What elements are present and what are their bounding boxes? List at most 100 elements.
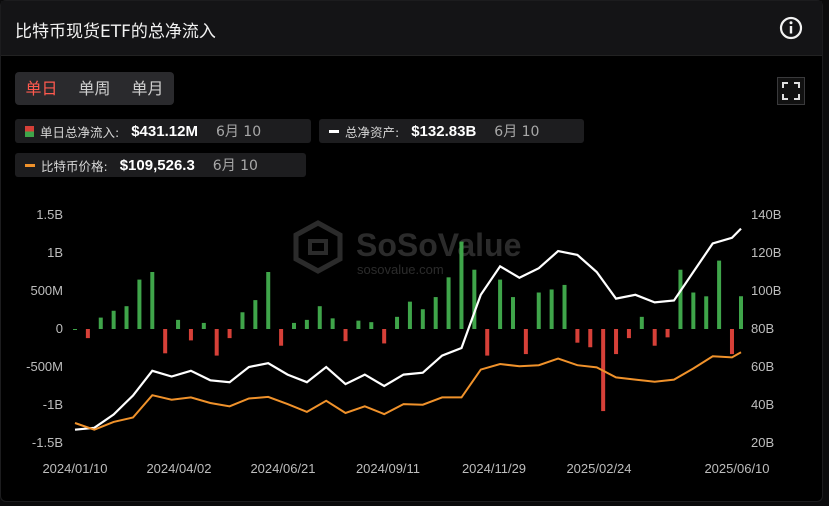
inflow-bar[interactable] — [562, 284, 567, 329]
inflow-bar[interactable] — [137, 279, 142, 329]
inflow-bar[interactable] — [717, 260, 722, 329]
assets-line[interactable] — [74, 227, 742, 431]
inflow-bar[interactable] — [639, 316, 644, 329]
y-right-tick: 140B — [751, 207, 781, 222]
inflow-bar[interactable] — [433, 297, 438, 329]
y-left-tick: 500M — [30, 283, 63, 298]
inflow-bar[interactable] — [188, 329, 193, 341]
legend-inflow-date: 6月 10 — [215, 124, 262, 140]
inflow-bar[interactable] — [214, 329, 219, 356]
info-icon[interactable] — [779, 16, 803, 40]
y-left-tick: 1B — [47, 245, 63, 260]
inflow-bar[interactable] — [240, 312, 245, 329]
inflow-bar[interactable] — [485, 329, 490, 356]
assets-swatch-icon — [329, 129, 339, 133]
legend-assets: 总净资产: $132.83B 6月 10 — [319, 119, 584, 143]
legend-inflow-label: 单日总净流入: — [40, 124, 120, 140]
inflow-bar[interactable] — [201, 322, 206, 329]
y-right-tick: 40B — [751, 397, 774, 412]
legend-inflow: 单日总净流入: $431.12M 6月 10 — [15, 119, 311, 143]
inflow-bar[interactable] — [124, 306, 129, 329]
y-left-tick: 0 — [56, 321, 63, 336]
x-tick: 2025/06/10 — [704, 461, 769, 476]
inflow-bar[interactable] — [739, 296, 743, 329]
y-left-tick: 1.5B — [36, 207, 63, 222]
inflow-bar[interactable] — [665, 329, 670, 338]
inflow-bar[interactable] — [176, 319, 181, 329]
inflow-bar[interactable] — [652, 329, 657, 346]
etf-chart[interactable]: SoSoValue sosovalue.com 1.5B 1B 500M 0 -500M… — [1, 191, 822, 491]
y-right-tick: 100B — [751, 283, 781, 298]
inflow-bar[interactable] — [459, 241, 464, 329]
inflow-bar[interactable] — [626, 329, 631, 339]
inflow-bar[interactable] — [510, 297, 515, 329]
legend-price-date: 6月 10 — [212, 158, 258, 174]
inflow-bar[interactable] — [691, 292, 696, 329]
inflow-bar[interactable] — [407, 301, 412, 329]
inflow-bar[interactable] — [536, 292, 541, 329]
inflow-bar[interactable] — [549, 289, 554, 329]
inflow-bar[interactable] — [317, 306, 322, 329]
legend-assets-label: 总净资产: — [345, 124, 400, 140]
legend-inflow-value: $431.12M — [131, 122, 198, 140]
inflow-bar[interactable] — [614, 329, 619, 355]
inflow-bar[interactable] — [85, 329, 90, 339]
price-swatch-icon — [25, 163, 35, 167]
inflow-bar[interactable] — [163, 329, 168, 354]
y-right-tick: 120B — [751, 245, 781, 260]
x-tick: 2024/01/10 — [42, 461, 107, 476]
inflow-bar[interactable] — [588, 329, 593, 348]
period-tabs: 单日 单周 单月 — [15, 72, 174, 105]
inflow-bar[interactable] — [446, 277, 451, 329]
inflow-bar[interactable] — [73, 329, 77, 330]
inflow-bar[interactable] — [575, 329, 580, 343]
inflow-bar[interactable] — [253, 300, 258, 329]
inflow-bar[interactable] — [523, 329, 528, 355]
inflow-bar[interactable] — [291, 322, 296, 329]
inflow-bar[interactable] — [304, 319, 309, 329]
tab-monthly[interactable]: 单月 — [131, 79, 164, 98]
watermark-url: sosovalue.com — [357, 262, 444, 277]
inflow-bar[interactable] — [382, 329, 387, 344]
inflow-bar[interactable] — [356, 320, 361, 329]
inflow-bar[interactable] — [369, 322, 374, 329]
x-tick: 2024/06/21 — [250, 461, 315, 476]
x-tick: 2024/04/02 — [146, 461, 211, 476]
inflow-bar[interactable] — [395, 316, 400, 329]
inflow-bar[interactable] — [111, 310, 116, 329]
inflow-bar[interactable] — [227, 329, 232, 339]
legend-assets-date: 6月 10 — [494, 124, 540, 140]
legend-price-value: $109,526.3 — [119, 156, 195, 174]
legend-assets-value: $132.83B — [411, 122, 477, 140]
inflow-bar[interactable] — [266, 272, 271, 329]
y-right-tick: 80B — [751, 321, 774, 336]
watermark: SoSoValue sosovalue.com — [293, 220, 521, 277]
inflow-bar[interactable] — [704, 296, 709, 329]
price-line[interactable] — [74, 351, 742, 431]
inflow-bar[interactable] — [472, 269, 477, 329]
inflow-bar[interactable] — [150, 272, 155, 329]
inflow-bar[interactable] — [343, 329, 348, 342]
y-right-tick: 60B — [751, 359, 774, 374]
inflow-bar[interactable] — [330, 318, 335, 329]
x-tick: 2024/09/11 — [356, 461, 420, 476]
inflow-bar[interactable] — [98, 317, 103, 329]
x-tick: 2024/11/29 — [462, 461, 526, 476]
inflow-bar[interactable] — [279, 329, 284, 346]
card-header: 比特币现货ETF的总净流入 — [1, 1, 822, 56]
y-right-tick: 20B — [751, 435, 774, 450]
inflow-bar[interactable] — [420, 309, 425, 329]
y-left-tick: -500M — [26, 359, 63, 374]
legend-price: 比特币价格: $109,526.3 6月 10 — [15, 153, 306, 177]
inflow-swatch-icon — [25, 125, 34, 137]
fullscreen-icon[interactable] — [777, 77, 805, 105]
inflow-bar[interactable] — [678, 269, 683, 329]
tab-daily[interactable]: 单日 — [25, 79, 58, 98]
inflow-bar[interactable] — [729, 329, 734, 355]
legend-price-label: 比特币价格: — [41, 158, 108, 174]
x-tick: 2025/02/24 — [566, 461, 631, 476]
inflow-bar[interactable] — [498, 279, 503, 329]
tab-weekly[interactable]: 单周 — [78, 79, 111, 98]
y-left-tick: -1B — [43, 397, 63, 412]
